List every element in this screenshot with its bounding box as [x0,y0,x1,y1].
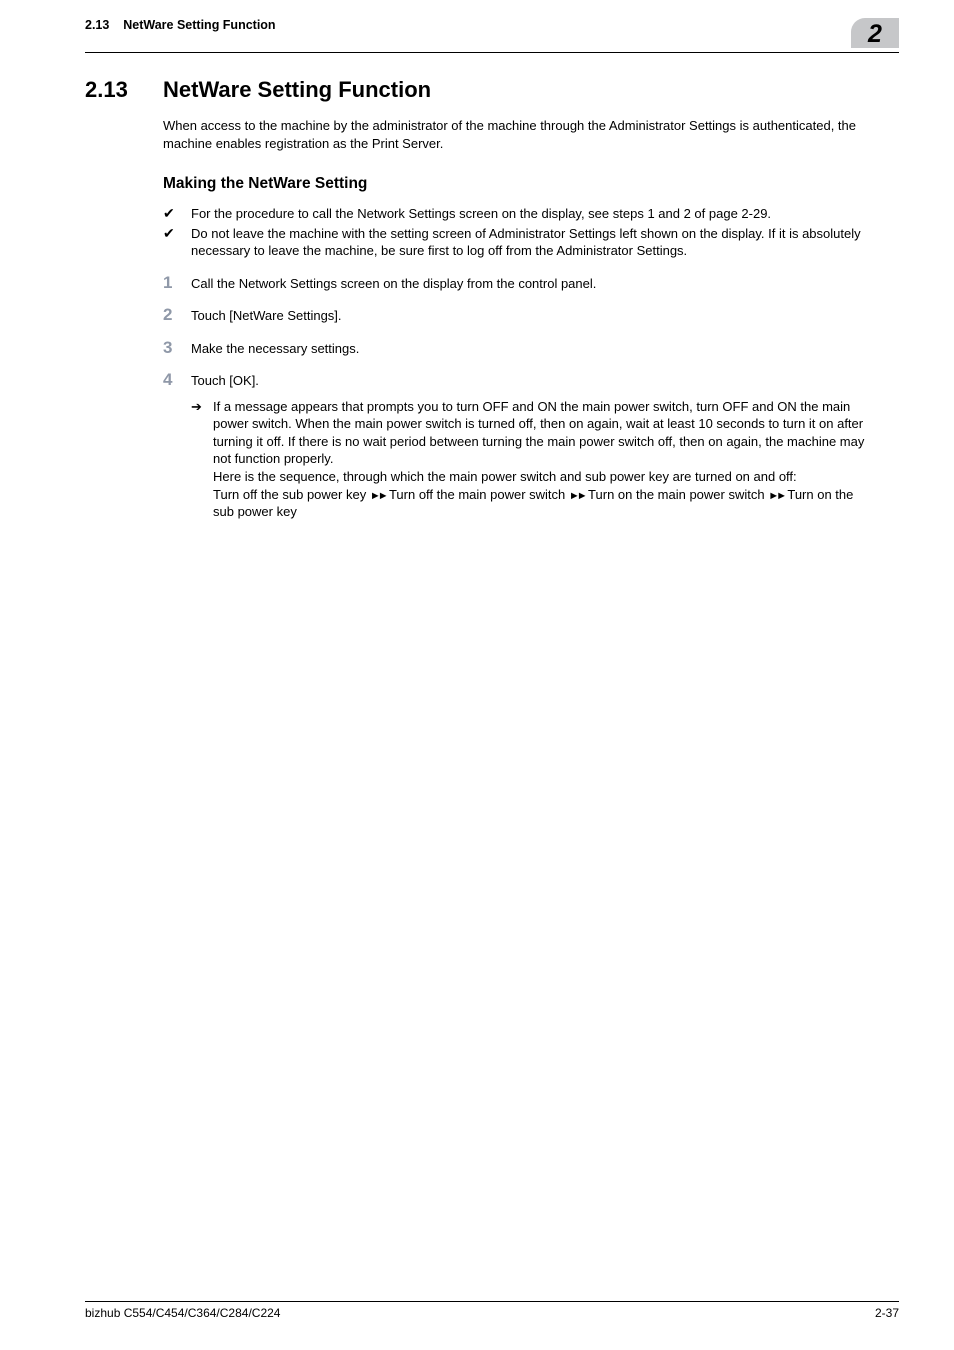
heading-2: Making the NetWare Setting [163,174,869,195]
chevron-icon: ►► [370,490,386,502]
step-number: 4 [163,371,191,521]
page: 2.13 NetWare Setting Function 2 2.13 Net… [0,0,954,1350]
step-text: Touch [NetWare Settings]. [191,306,869,325]
prerequisite-text: Do not leave the machine with the settin… [191,225,869,260]
step-number: 1 [163,274,191,293]
chevron-icon: ►► [569,490,585,502]
substep-para-1: If a message appears that prompts you to… [213,399,864,467]
heading-1-number: 2.13 [85,77,163,103]
substep-para-2: Here is the sequence, through which the … [213,469,797,484]
step-text: Call the Network Settings screen on the … [191,274,869,293]
seq-part: Turn on the main power switch [585,487,769,502]
chevron-icon: ►► [768,490,784,502]
step-text: Make the necessary settings. [191,339,869,358]
chapter-tab: 2 [851,18,899,48]
header-section-number: 2.13 [85,18,109,32]
header-section-title: NetWare Setting Function [123,18,275,32]
footer: bizhub C554/C454/C364/C284/C224 2-37 [85,1301,899,1320]
footer-rule [85,1301,899,1302]
prerequisite-item: ✔ For the procedure to call the Network … [163,205,869,223]
header-section-ref: 2.13 NetWare Setting Function [85,18,276,32]
step: 4 Touch [OK]. ➔ If a message appears tha… [163,371,869,521]
footer-model: bizhub C554/C454/C364/C284/C224 [85,1306,280,1320]
step: 1 Call the Network Settings screen on th… [163,274,869,293]
step-text: Touch [OK]. [191,373,259,388]
running-header: 2.13 NetWare Setting Function 2 [85,18,869,50]
content-area: 2.13 NetWare Setting Function When acces… [85,53,869,521]
arrow-icon: ➔ [191,398,213,521]
step-body: Touch [OK]. ➔ If a message appears that … [191,371,869,521]
step-list: 1 Call the Network Settings screen on th… [163,274,869,521]
heading-1-title: NetWare Setting Function [163,77,431,103]
step: 2 Touch [NetWare Settings]. [163,306,869,325]
footer-row: bizhub C554/C454/C364/C284/C224 2-37 [85,1306,899,1320]
chapter-number: 2 [868,22,882,47]
step: 3 Make the necessary settings. [163,339,869,358]
heading-1: 2.13 NetWare Setting Function [85,77,869,103]
step-number: 3 [163,339,191,358]
substep: ➔ If a message appears that prompts you … [191,398,869,521]
step-number: 2 [163,306,191,325]
substep-text: If a message appears that prompts you to… [213,398,869,521]
intro-paragraph: When access to the machine by the admini… [163,117,869,152]
body-column: When access to the machine by the admini… [163,117,869,521]
prerequisite-list: ✔ For the procedure to call the Network … [163,205,869,260]
prerequisite-item: ✔ Do not leave the machine with the sett… [163,225,869,260]
footer-page-number: 2-37 [875,1306,899,1320]
check-icon: ✔ [163,205,191,223]
prerequisite-text: For the procedure to call the Network Se… [191,205,869,223]
check-icon: ✔ [163,225,191,260]
seq-part: Turn off the main power switch [386,487,569,502]
seq-part: Turn off the sub power key [213,487,370,502]
